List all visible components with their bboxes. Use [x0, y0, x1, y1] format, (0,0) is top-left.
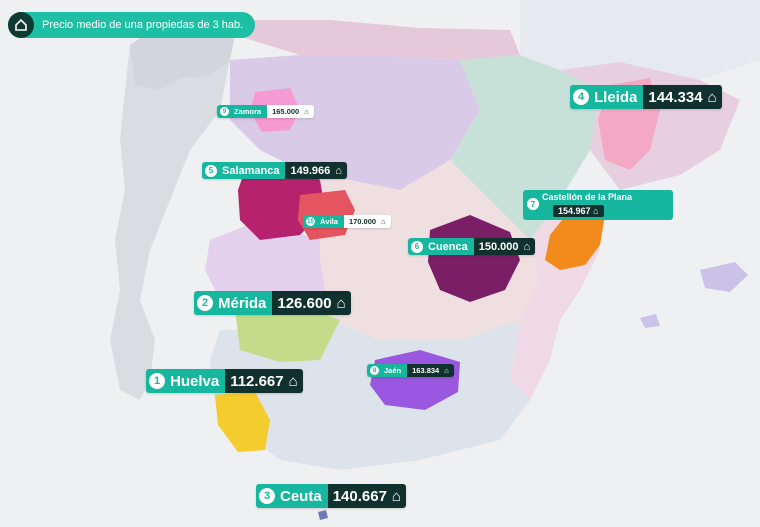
ceuta-marker — [318, 510, 328, 520]
label-merida: 2 Mérida 126.600 ⌂ — [194, 291, 351, 315]
house-icon: ⌂ — [336, 294, 346, 312]
house-icon: ⌂ — [593, 206, 599, 216]
portugal-region — [110, 35, 230, 400]
label-ceuta: 3 Ceuta 140.667 ⌂ — [256, 484, 406, 508]
balearic-islands — [700, 262, 748, 292]
house-icon: ⌂ — [288, 372, 298, 390]
label-zamora: 9 Zamora 165.000 ⌂ — [217, 105, 314, 118]
north-coast-region — [215, 20, 520, 60]
merida-highlight — [235, 305, 340, 362]
label-avila: 10 Ávila 170.000 ⌂ — [303, 215, 391, 228]
house-icon: ⌂ — [381, 217, 386, 226]
house-icon: ⌂ — [523, 240, 531, 253]
house-icon: ⌂ — [304, 107, 309, 116]
huelva-highlight — [215, 392, 270, 452]
castilla-leon-region — [230, 55, 480, 190]
label-cuenca: 6 Cuenca 150.000 ⌂ — [408, 238, 536, 255]
house-icon — [8, 12, 34, 38]
house-icon: ⌂ — [391, 487, 401, 505]
label-huelva: 1 Huelva 112.667 ⌂ — [146, 369, 303, 393]
label-castellon: 7 Castellón de la Plana 154.967 ⌂ — [523, 190, 673, 220]
france-region — [520, 0, 760, 80]
house-icon: ⌂ — [707, 88, 717, 106]
balearic-islands-small — [640, 314, 660, 328]
label-jaen: 8 Jaén 163.834 ⌂ — [367, 364, 454, 377]
label-lleida: 4 Lleida 144.334 ⌂ — [570, 85, 722, 109]
cuenca-highlight — [428, 215, 520, 302]
house-icon: ⌂ — [335, 164, 342, 177]
house-icon: ⌂ — [444, 366, 449, 375]
castellon-highlight — [545, 210, 605, 270]
map-title-pill: Precio medio de una propiedas de 3 hab. — [8, 12, 256, 38]
label-salamanca: 5 Salamanca 149.966 ⌂ — [202, 162, 347, 179]
map-title: Precio medio de una propiedas de 3 hab. — [42, 19, 244, 31]
